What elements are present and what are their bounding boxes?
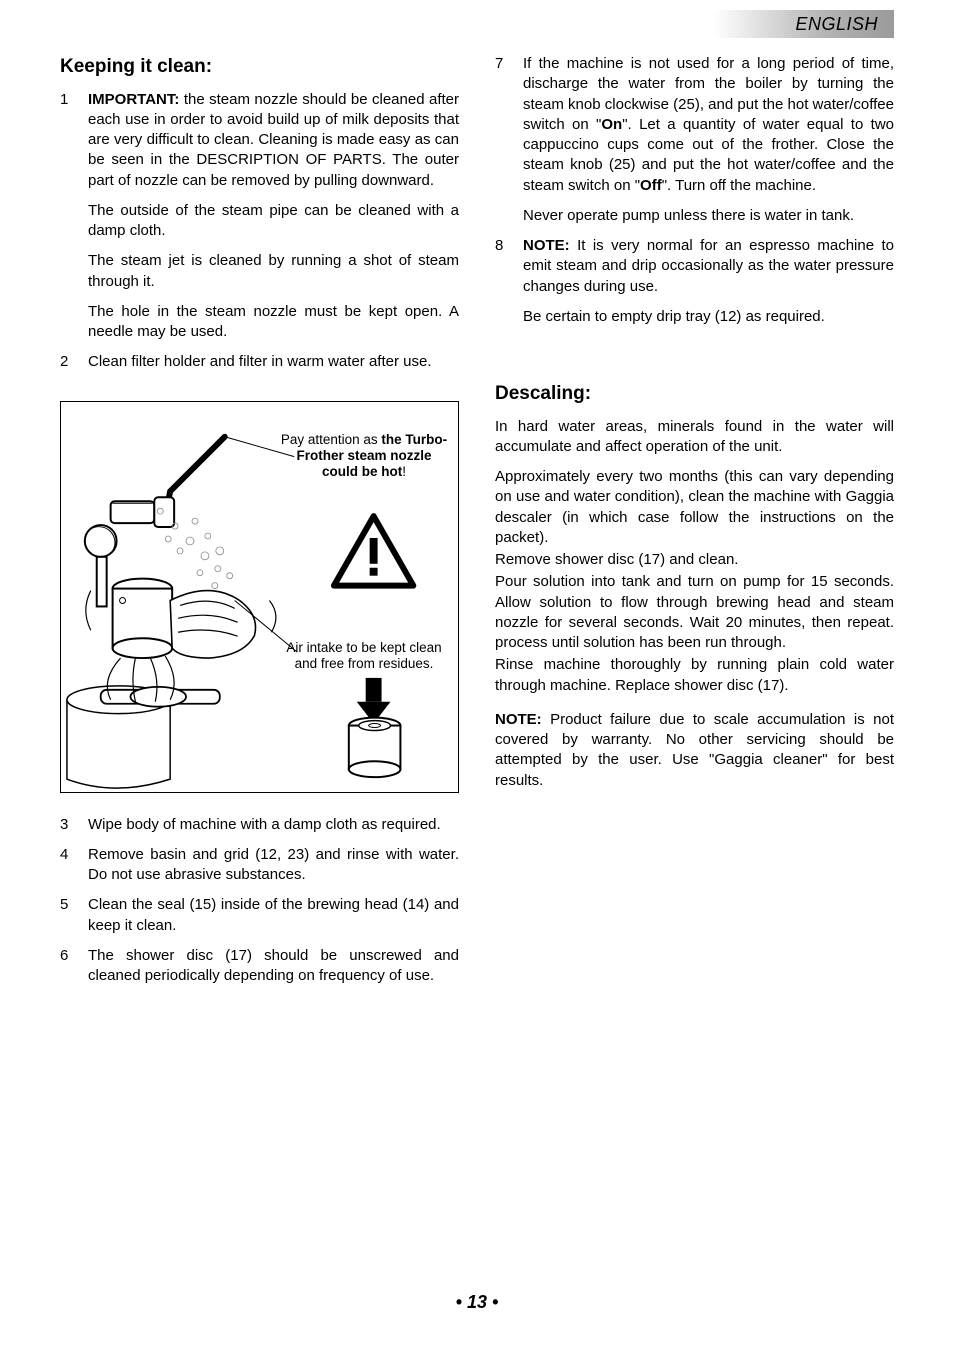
note-paragraph: NOTE: Product failure due to scale accum… [495,710,894,791]
right-column: 7 If the machine is not used for a long … [495,48,894,996]
list-text: IMPORTANT: the steam nozzle should be cl… [88,90,459,191]
left-column: Keeping it clean: 1 IMPORTANT: the steam… [60,48,459,996]
paragraph: Remove shower disc (17) and clean. [495,550,894,570]
paragraph: In hard water areas, minerals found in t… [495,417,894,458]
list-text: Clean filter holder and filter in warm w… [88,352,459,372]
list-item: 7 If the machine is not used for a long … [495,54,894,196]
two-column-layout: Keeping it clean: 1 IMPORTANT: the steam… [60,48,894,996]
descaling-heading: Descaling: [495,381,894,407]
list-num: 2 [60,352,76,372]
paragraph: Approximately every two months (this can… [495,467,894,548]
list-num: 6 [60,946,76,987]
list-num: 3 [60,815,76,835]
list-num: 8 [495,236,511,297]
diagram-caption-bottom: Air intake to be kept clean and free fro… [280,640,448,672]
list-text: Wipe body of machine with a damp cloth a… [88,815,459,835]
list-text: The shower disc (17) should be unscrewed… [88,946,459,987]
list-text: Remove basin and grid (12, 23) and rinse… [88,845,459,886]
list-item: 1 IMPORTANT: the steam nozzle should be … [60,90,459,191]
paragraph: Never operate pump unless there is water… [523,206,894,226]
list-num: 5 [60,895,76,936]
list-text: If the machine is not used for a long pe… [523,54,894,196]
list-text: NOTE: It is very normal for an espresso … [523,236,894,297]
list-item: 3 Wipe body of machine with a damp cloth… [60,815,459,835]
language-tab: ENGLISH [714,10,894,38]
paragraph: Pour solution into tank and turn on pump… [495,572,894,653]
list-item: 4 Remove basin and grid (12, 23) and rin… [60,845,459,886]
list-num: 1 [60,90,76,191]
list-item: 8 NOTE: It is very normal for an espress… [495,236,894,297]
list-num: 7 [495,54,511,196]
list-text: Clean the seal (15) inside of the brewin… [88,895,459,936]
list-item: 6 The shower disc (17) should be unscrew… [60,946,459,987]
list-item: 2 Clean filter holder and filter in warm… [60,352,459,372]
paragraph: Be certain to empty drip tray (12) as re… [523,307,894,327]
frother-diagram: Pay attention as the Turbo-Frother steam… [60,401,459,793]
paragraph: Rinse machine thoroughly by running plai… [495,655,894,696]
list-item: 5 Clean the seal (15) inside of the brew… [60,895,459,936]
diagram-caption-top: Pay attention as the Turbo-Frother steam… [280,432,448,481]
paragraph: The steam jet is cleaned by running a sh… [88,251,459,292]
list-num: 4 [60,845,76,886]
page-number: • 13 • [0,1290,954,1314]
keeping-clean-heading: Keeping it clean: [60,54,459,80]
paragraph: The outside of the steam pipe can be cle… [88,201,459,242]
paragraph: The hole in the steam nozzle must be kep… [88,302,459,343]
